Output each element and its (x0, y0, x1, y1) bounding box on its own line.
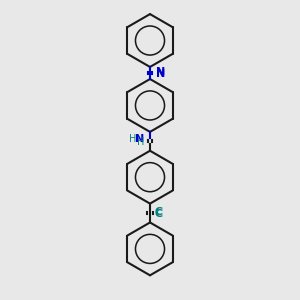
Text: N: N (156, 67, 165, 77)
Text: H: H (129, 134, 136, 144)
Text: H: H (137, 137, 144, 148)
Text: C: C (155, 209, 163, 219)
Text: C: C (155, 207, 163, 217)
Text: N: N (135, 134, 144, 144)
Text: N: N (156, 69, 165, 79)
